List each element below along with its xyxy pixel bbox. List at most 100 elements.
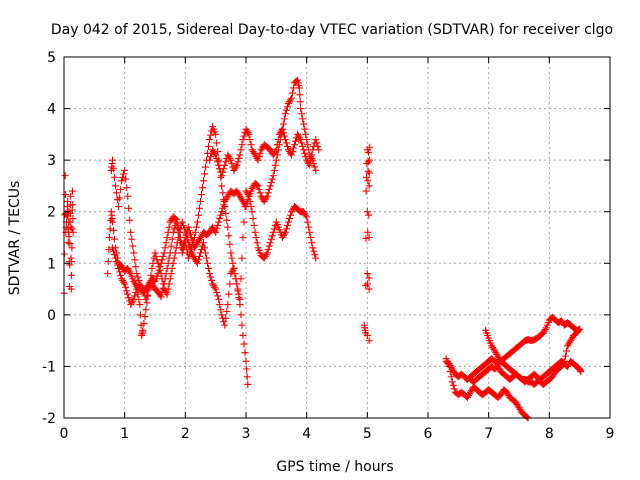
data-point-marker	[152, 252, 160, 260]
data-point-marker	[122, 175, 130, 183]
data-point-marker	[168, 235, 176, 243]
data-point-marker	[267, 178, 275, 186]
data-point-marker	[280, 230, 288, 238]
data-point-marker	[215, 295, 223, 303]
data-point-marker	[193, 218, 201, 226]
data-point-marker	[231, 270, 239, 278]
data-point-marker	[195, 252, 203, 260]
data-point-marker	[132, 263, 140, 271]
data-point-marker	[563, 347, 571, 355]
data-point-marker	[227, 156, 235, 164]
data-point-marker	[285, 215, 293, 223]
data-point-marker	[366, 143, 374, 151]
data-point-marker	[115, 203, 123, 211]
data-point-marker	[141, 313, 149, 321]
data-point-marker	[191, 228, 199, 236]
data-point-marker	[125, 204, 133, 212]
data-point-marker	[364, 158, 372, 166]
data-point-marker	[190, 234, 198, 241]
series-early-cluster	[60, 172, 77, 297]
data-point-marker	[270, 166, 278, 174]
data-point-marker	[364, 280, 372, 288]
data-point-marker	[69, 215, 77, 223]
data-point-marker	[120, 170, 128, 178]
data-point-marker	[306, 161, 314, 169]
data-point-marker	[67, 271, 75, 279]
data-point-marker	[365, 274, 373, 282]
data-point-marker	[113, 258, 121, 266]
data-point-marker	[239, 136, 247, 144]
data-point-marker	[281, 136, 289, 144]
data-point-marker	[124, 192, 132, 200]
data-point-marker	[248, 208, 256, 216]
data-point-marker	[134, 290, 142, 298]
data-point-marker	[160, 249, 168, 257]
data-point-marker	[271, 148, 279, 156]
data-point-marker	[362, 282, 370, 290]
data-point-marker	[312, 166, 320, 174]
data-point-marker	[215, 218, 223, 226]
data-point-marker	[281, 228, 289, 236]
data-point-marker	[302, 153, 310, 161]
data-point-marker	[185, 242, 193, 250]
data-point-marker	[224, 223, 232, 231]
data-point-marker	[289, 89, 297, 97]
data-point-marker	[217, 306, 225, 314]
data-point-marker	[245, 192, 253, 200]
data-point-marker	[131, 256, 139, 264]
data-point-marker	[574, 326, 582, 334]
data-point-marker	[68, 225, 76, 233]
data-point-marker	[269, 172, 277, 180]
data-point-marker	[143, 291, 151, 299]
data-point-marker	[133, 270, 141, 278]
data-point-marker	[168, 264, 176, 272]
data-point-marker	[186, 230, 194, 238]
data-point-marker	[111, 251, 119, 259]
data-point-marker	[284, 218, 292, 226]
data-point-marker	[252, 234, 260, 241]
data-point-marker	[112, 254, 120, 262]
data-point-marker	[233, 161, 241, 169]
data-point-marker	[174, 234, 182, 241]
data-point-marker	[68, 258, 76, 266]
data-point-marker	[144, 292, 152, 300]
data-point-marker	[126, 268, 134, 276]
data-point-marker	[222, 209, 230, 217]
data-point-marker	[234, 285, 242, 293]
data-point-marker	[184, 254, 192, 262]
y-tick-label: 2	[47, 205, 56, 221]
data-point-marker	[229, 259, 237, 267]
data-point-marker	[235, 290, 243, 298]
data-point-marker	[207, 273, 215, 281]
data-point-marker	[272, 146, 280, 154]
data-point-marker	[218, 182, 226, 190]
data-point-marker	[241, 349, 249, 357]
data-point-marker	[68, 187, 76, 195]
data-point-marker	[225, 232, 233, 240]
data-point-marker	[299, 115, 307, 123]
data-point-marker	[202, 249, 210, 257]
data-point-marker	[574, 327, 582, 335]
data-point-marker	[304, 141, 312, 149]
data-point-marker	[265, 185, 273, 193]
data-point-marker	[203, 254, 211, 262]
data-point-marker	[214, 221, 222, 229]
data-point-marker	[269, 228, 277, 236]
data-point-marker	[120, 278, 128, 286]
data-point-marker	[212, 151, 220, 159]
data-point-marker	[236, 295, 244, 303]
data-point-marker	[255, 185, 263, 193]
data-point-marker	[64, 239, 72, 247]
data-point-marker	[291, 141, 299, 149]
data-point-marker	[119, 173, 127, 181]
data-point-marker	[157, 270, 165, 278]
y-tick-label: 1	[47, 256, 56, 272]
data-point-marker	[264, 246, 272, 254]
data-point-marker	[266, 182, 274, 190]
data-point-marker	[214, 292, 222, 300]
data-point-marker	[297, 136, 305, 144]
data-point-marker	[295, 84, 303, 92]
data-point-marker	[163, 290, 171, 298]
data-point-marker	[365, 285, 373, 293]
data-point-marker	[213, 154, 221, 162]
